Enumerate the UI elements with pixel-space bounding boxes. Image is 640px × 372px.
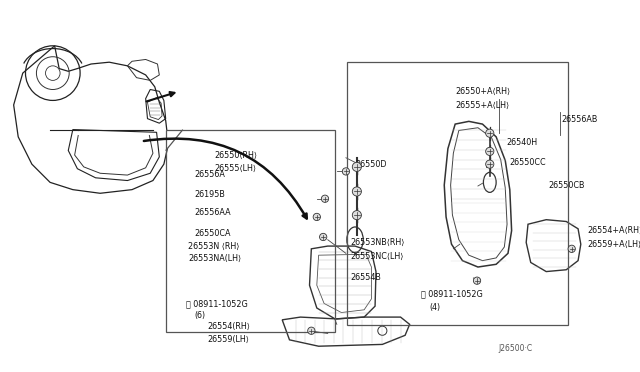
Text: 26554+A⟨RH⟩: 26554+A⟨RH⟩ xyxy=(587,226,640,235)
Text: J26500·C: J26500·C xyxy=(499,344,533,353)
Circle shape xyxy=(486,160,494,168)
Text: (6): (6) xyxy=(195,311,206,320)
Text: 26553NA(LH⟩: 26553NA(LH⟩ xyxy=(188,254,241,263)
Text: 26553NB⟨RH⟩: 26553NB⟨RH⟩ xyxy=(351,238,405,247)
Circle shape xyxy=(352,211,362,220)
Text: 26195B: 26195B xyxy=(195,190,226,199)
Bar xyxy=(347,62,568,325)
Circle shape xyxy=(352,162,362,171)
FancyArrowPatch shape xyxy=(144,139,307,218)
Circle shape xyxy=(313,213,321,221)
Text: 26550CC: 26550CC xyxy=(510,158,547,167)
Text: 26556AA: 26556AA xyxy=(195,208,232,217)
Text: 26553N ⟨RH⟩: 26553N ⟨RH⟩ xyxy=(188,241,240,251)
Text: 26554B: 26554B xyxy=(351,273,381,282)
Circle shape xyxy=(342,168,349,175)
Text: 26553NC⟨LH⟩: 26553NC⟨LH⟩ xyxy=(351,251,404,261)
Circle shape xyxy=(486,147,494,155)
Text: 26540H: 26540H xyxy=(506,138,538,147)
Text: Ⓝ 08911-1052G: Ⓝ 08911-1052G xyxy=(186,299,248,308)
Circle shape xyxy=(486,129,494,137)
Text: 26556AB: 26556AB xyxy=(562,115,598,124)
Text: (4): (4) xyxy=(429,304,441,312)
Text: 26555+A⟨LH⟩: 26555+A⟨LH⟩ xyxy=(455,100,509,109)
Text: 26550CB: 26550CB xyxy=(548,182,584,190)
Text: 26550D: 26550D xyxy=(355,160,387,169)
Circle shape xyxy=(568,245,575,253)
Text: 26550CA: 26550CA xyxy=(195,229,231,238)
Text: 26555⟨LH⟩: 26555⟨LH⟩ xyxy=(214,164,256,173)
Text: 26554(RH⟩: 26554(RH⟩ xyxy=(207,322,250,331)
Text: 26559+A⟨LH⟩: 26559+A⟨LH⟩ xyxy=(587,240,640,249)
Circle shape xyxy=(308,327,315,334)
Text: 26550+A⟨RH⟩: 26550+A⟨RH⟩ xyxy=(455,87,510,96)
Text: 26550⟨RH⟩: 26550⟨RH⟩ xyxy=(214,151,257,160)
Circle shape xyxy=(352,187,362,196)
Text: 26559(LH⟩: 26559(LH⟩ xyxy=(207,334,250,343)
FancyArrowPatch shape xyxy=(147,92,175,102)
Text: Ⓝ 08911-1052G: Ⓝ 08911-1052G xyxy=(420,290,483,299)
Circle shape xyxy=(474,277,481,284)
Circle shape xyxy=(319,233,327,241)
Circle shape xyxy=(321,195,328,202)
Polygon shape xyxy=(166,130,182,150)
Text: 26556A: 26556A xyxy=(195,170,226,179)
